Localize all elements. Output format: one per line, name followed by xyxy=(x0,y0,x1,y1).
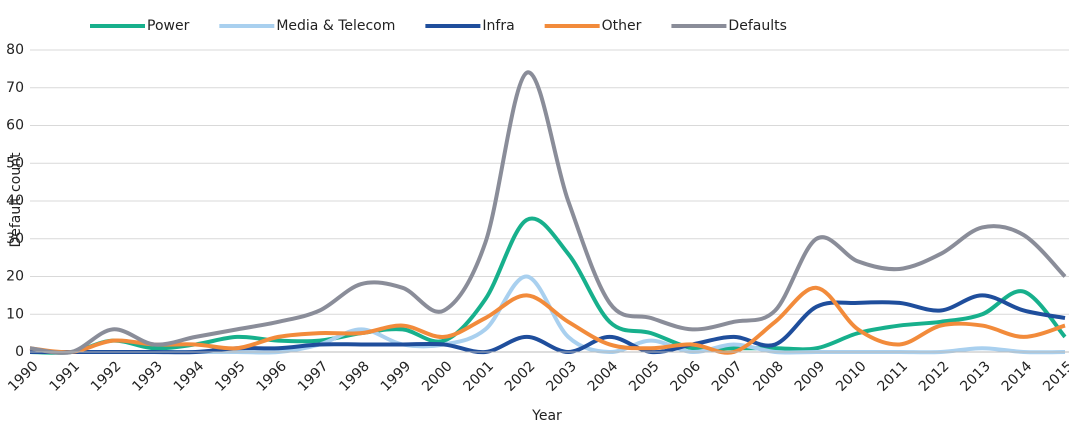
y-tick-label: 40 xyxy=(6,193,24,209)
x-tick-label: 2000 xyxy=(419,358,456,395)
x-tick-label: 2004 xyxy=(585,358,622,395)
x-tick-label: 2007 xyxy=(709,358,746,395)
x-tick-label: 1999 xyxy=(378,358,415,395)
x-tick-label: 1998 xyxy=(336,358,373,395)
series-line xyxy=(29,70,1067,355)
x-tick-label: 2006 xyxy=(668,358,705,395)
y-tick-label: 20 xyxy=(6,269,24,285)
y-tick-label: 70 xyxy=(6,80,24,96)
x-tick-label: 2005 xyxy=(626,358,663,395)
series-line xyxy=(29,285,1066,355)
x-tick-label: 2014 xyxy=(999,358,1036,395)
y-axis-title: Default count xyxy=(8,152,24,248)
legend-label: Other xyxy=(602,18,642,34)
y-tick-label: 0 xyxy=(15,344,24,360)
x-tick-label: 1990 xyxy=(5,358,42,395)
legend-label: Power xyxy=(147,18,190,34)
legend-label: Media & Telecom xyxy=(276,18,395,34)
x-tick-label: 1992 xyxy=(88,358,125,395)
legend-label: Defaults xyxy=(728,18,786,34)
x-tick-label: 1994 xyxy=(171,358,208,395)
y-tick-label: 80 xyxy=(6,42,24,58)
y-tick-label: 60 xyxy=(6,118,24,134)
x-tick-label: 1993 xyxy=(129,358,166,395)
x-tick-label: 2015 xyxy=(1040,358,1069,395)
x-tick-label: 2002 xyxy=(502,358,539,395)
y-tick-label: 10 xyxy=(6,306,24,322)
x-tick-label: 2001 xyxy=(461,358,498,395)
x-tick-label: 1996 xyxy=(254,358,291,395)
x-tick-label: 1997 xyxy=(295,358,332,395)
legend-label: Infra xyxy=(482,18,514,34)
series-line xyxy=(29,216,1067,355)
x-tick-label: 2009 xyxy=(792,358,829,395)
x-tick-label: 2003 xyxy=(543,358,580,395)
x-tick-label: 2013 xyxy=(957,358,994,395)
x-tick-label: 1991 xyxy=(47,358,84,395)
y-tick-label: 30 xyxy=(6,231,24,247)
x-tick-label: 1995 xyxy=(212,358,249,395)
x-tick-label: 2012 xyxy=(916,358,953,395)
x-tick-label: 2011 xyxy=(875,358,912,395)
x-tick-label: 2010 xyxy=(833,358,870,395)
y-tick-label: 50 xyxy=(6,155,24,171)
x-tick-label: 2008 xyxy=(750,358,787,395)
x-axis-title: Year xyxy=(531,408,562,424)
